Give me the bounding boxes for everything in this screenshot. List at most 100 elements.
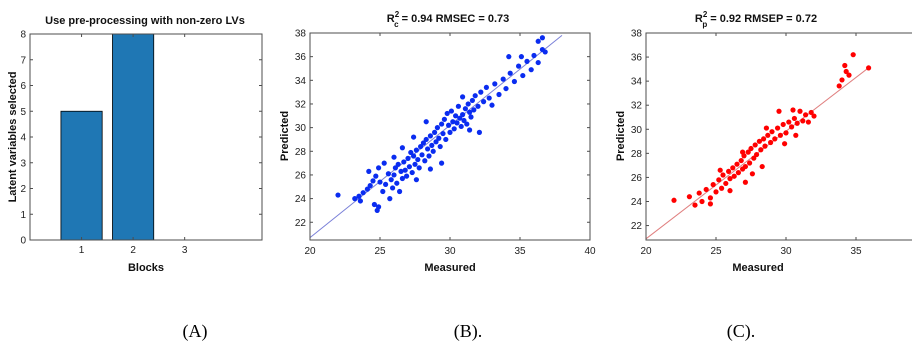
- data-point: [454, 120, 460, 126]
- panel-b-title: R2 c = 0.94 RMSEC = 0.73: [387, 10, 510, 29]
- data-point: [429, 142, 435, 148]
- data-point: [716, 177, 722, 183]
- panel-a-title: Use pre-processing with non-zero LVs: [45, 15, 245, 27]
- data-point: [686, 194, 693, 200]
- data-point: [465, 101, 471, 107]
- data-point: [511, 78, 517, 85]
- panel-c-title: R2 p = 0.92 RMSEP = 0.72: [695, 10, 817, 29]
- data-point: [468, 114, 474, 120]
- data-point: [727, 176, 733, 182]
- data-point: [472, 93, 478, 99]
- data-point: [447, 129, 453, 135]
- panel-a-ylabel: Latent variables selected: [7, 72, 19, 203]
- data-point: [754, 151, 760, 158]
- data-point: [423, 119, 429, 125]
- y-tick-label: 5: [20, 107, 26, 118]
- data-point: [411, 134, 417, 140]
- data-point: [383, 181, 389, 188]
- data-point: [811, 113, 817, 119]
- panel-b-xlabel: Measured: [424, 262, 475, 274]
- data-point: [380, 188, 386, 195]
- data-point: [731, 173, 737, 179]
- y-tick-label: 36: [295, 52, 307, 63]
- data-point: [528, 67, 534, 73]
- plot-area: [646, 52, 872, 240]
- data-point: [461, 117, 467, 124]
- data-point: [440, 130, 446, 137]
- y-tick-label: 3: [20, 158, 26, 169]
- data-point: [793, 132, 799, 138]
- data-point: [455, 103, 461, 109]
- data-point: [524, 58, 530, 64]
- data-point: [692, 202, 698, 208]
- data-point: [850, 52, 856, 58]
- data-point: [727, 188, 733, 194]
- data-point: [742, 179, 749, 185]
- data-point: [439, 160, 445, 166]
- data-point: [357, 198, 363, 204]
- y-tick-label: 8: [20, 30, 26, 41]
- data-point: [772, 136, 778, 142]
- panel-b-frame: [309, 32, 591, 241]
- data-point: [397, 188, 403, 195]
- data-point: [489, 102, 495, 108]
- data-point: [464, 121, 470, 127]
- data-point: [476, 129, 482, 135]
- data-point: [748, 145, 754, 152]
- x-tick-label: 30: [444, 246, 456, 257]
- data-point: [500, 76, 506, 82]
- y-tick-label: 7: [20, 55, 26, 66]
- panel-a-caption: (A): [183, 321, 208, 342]
- data-point: [450, 119, 456, 125]
- data-point: [399, 145, 405, 151]
- y-tick-label: 22: [295, 218, 307, 229]
- y-tick-label: 2: [20, 184, 26, 195]
- data-point: [405, 155, 411, 161]
- data-point: [401, 159, 407, 165]
- data-point: [707, 195, 714, 201]
- data-point: [437, 143, 443, 150]
- panel-a: Use pre-processing with non-zero LVs 1 2 3…: [7, 15, 263, 342]
- data-point: [518, 54, 525, 60]
- y-tick-label: 30: [295, 123, 307, 134]
- data-point: [720, 172, 726, 178]
- data-point: [418, 143, 424, 150]
- y-tick-label: 28: [295, 147, 307, 158]
- data-point: [531, 52, 537, 59]
- y-tick-label: 34: [631, 77, 643, 88]
- data-point: [443, 136, 449, 143]
- data-point: [406, 164, 412, 170]
- x-tick-label: 30: [780, 246, 792, 257]
- data-point: [734, 161, 740, 167]
- data-point: [411, 153, 417, 159]
- y-tick-label: 28: [631, 149, 643, 160]
- data-point: [356, 193, 362, 199]
- data-point: [469, 97, 475, 104]
- data-point: [506, 54, 512, 60]
- panel-c: R2p = 0.92 RMSEP = 0.72 2025303540222426…: [615, 10, 912, 342]
- data-point: [404, 173, 410, 179]
- data-point: [782, 141, 788, 147]
- y-tick-label: 38: [295, 29, 307, 40]
- data-point: [765, 132, 771, 138]
- data-point: [432, 129, 438, 135]
- data-point: [458, 123, 464, 130]
- data-point: [846, 72, 852, 78]
- y-tick-label: 26: [631, 173, 643, 184]
- data-point: [460, 112, 466, 118]
- data-point: [780, 121, 786, 128]
- data-point: [738, 157, 744, 164]
- x-tick-label: 1: [79, 245, 85, 256]
- data-point: [398, 168, 404, 174]
- data-point: [503, 85, 509, 92]
- data-point: [441, 116, 447, 122]
- data-point: [735, 170, 742, 176]
- data-point: [808, 109, 814, 116]
- data-point: [783, 130, 789, 136]
- panel-b: R2 c = 0.94 RMSEC = 0.73 20 25 30 35 40 22 24 26…: [279, 10, 596, 342]
- data-point: [842, 62, 848, 69]
- data-point: [790, 107, 796, 113]
- data-point: [496, 91, 502, 98]
- data-point: [423, 136, 429, 143]
